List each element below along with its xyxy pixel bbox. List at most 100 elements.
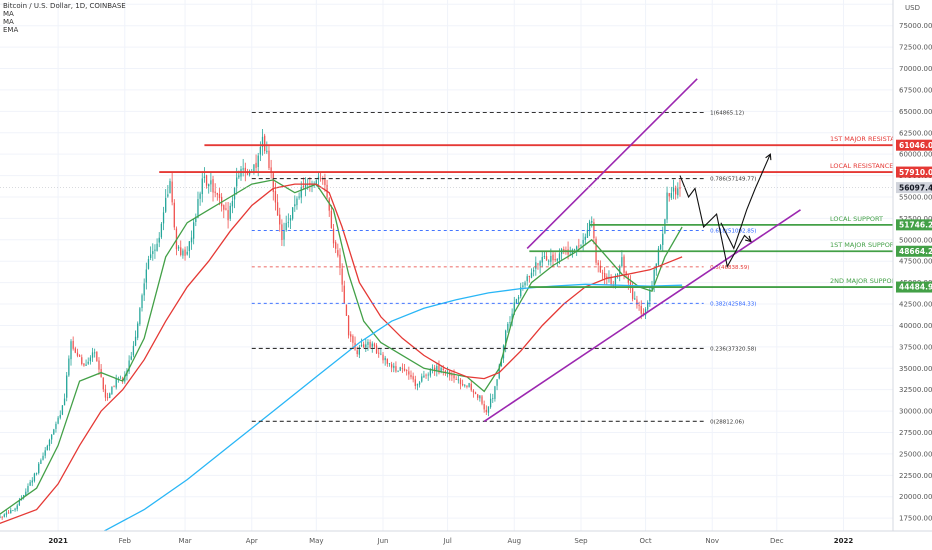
candle bbox=[526, 274, 528, 286]
candle-body bbox=[483, 404, 485, 410]
ma-line-1 bbox=[0, 179, 683, 515]
candle bbox=[55, 421, 57, 433]
indicator-ma-1[interactable]: MA bbox=[3, 10, 14, 18]
candle-body bbox=[188, 241, 191, 252]
candle-body bbox=[203, 176, 206, 179]
candle bbox=[668, 192, 670, 202]
candle-body bbox=[472, 390, 475, 393]
candle bbox=[78, 354, 81, 357]
price-tick-label: 65000.00 bbox=[899, 108, 932, 116]
candle-body bbox=[474, 392, 477, 394]
candle bbox=[223, 204, 225, 219]
candle-body bbox=[539, 261, 541, 266]
candle bbox=[530, 268, 533, 279]
symbol-title[interactable]: Bitcoin / U.S. Dollar, 1D, COINBASE bbox=[3, 2, 126, 10]
candle bbox=[285, 215, 287, 232]
candle-body bbox=[285, 223, 287, 231]
candle-body bbox=[322, 179, 324, 181]
candle bbox=[10, 507, 12, 514]
candle-body bbox=[358, 347, 360, 355]
channel-lower-line bbox=[483, 209, 801, 423]
fib-level-label: 0.382(42584.33) bbox=[710, 301, 756, 307]
candle bbox=[289, 214, 292, 229]
candle-body bbox=[264, 135, 266, 152]
candle-body bbox=[72, 340, 74, 349]
candle bbox=[360, 338, 363, 348]
candle bbox=[279, 207, 281, 232]
candle bbox=[563, 246, 565, 255]
candle-body bbox=[173, 202, 175, 228]
candle bbox=[597, 260, 599, 273]
candle-body bbox=[380, 353, 382, 355]
candle-body bbox=[298, 196, 300, 198]
candle bbox=[343, 280, 345, 304]
candle bbox=[406, 369, 408, 376]
candle-body bbox=[492, 398, 494, 399]
candle bbox=[647, 300, 649, 313]
candle-body bbox=[434, 367, 436, 372]
time-tick-label: Jul bbox=[442, 537, 452, 545]
candle-body bbox=[386, 358, 388, 364]
candle bbox=[143, 278, 145, 301]
price-axis[interactable]: 17500.00 20000.00 22500.00 25000.00 27500.00… bbox=[892, 0, 932, 550]
candle bbox=[464, 384, 466, 388]
current-price-tag-text: 56097.45 bbox=[899, 183, 932, 192]
candle-body bbox=[666, 192, 668, 220]
candle-body bbox=[489, 398, 492, 408]
candle-body bbox=[229, 205, 231, 219]
level-price-tag: 57910.07 bbox=[896, 166, 932, 178]
candle-body bbox=[356, 350, 358, 355]
candle bbox=[412, 372, 414, 383]
candle-body bbox=[50, 434, 53, 440]
candle-body bbox=[505, 330, 507, 346]
candles bbox=[0, 129, 681, 520]
candle-body bbox=[468, 383, 470, 387]
level-label: 1ST MAJOR SUPPORT bbox=[830, 241, 898, 249]
candle bbox=[410, 370, 412, 380]
candle-body bbox=[225, 208, 227, 210]
candle-body bbox=[347, 315, 350, 336]
candle bbox=[96, 351, 98, 362]
candle bbox=[139, 306, 141, 327]
candle bbox=[522, 282, 524, 291]
price-tick-label: 55000.00 bbox=[899, 193, 932, 201]
indicator-ma-2[interactable]: MA bbox=[3, 18, 14, 26]
candle-body bbox=[556, 258, 558, 261]
candle-body bbox=[184, 249, 186, 256]
candle-body bbox=[130, 356, 132, 360]
candle bbox=[638, 301, 640, 311]
candle-body bbox=[42, 455, 44, 460]
candle bbox=[169, 178, 171, 194]
candle bbox=[339, 248, 341, 276]
candle-body bbox=[169, 180, 171, 194]
level-price-tag: 44484.92 bbox=[896, 281, 932, 293]
candle-body bbox=[300, 187, 302, 198]
time-axis[interactable]: 2021 Feb Mar Apr May Jun Jul Aug Sep Oct Nov Dec 202… bbox=[0, 530, 932, 550]
candle bbox=[543, 250, 546, 260]
candle-body bbox=[167, 194, 169, 197]
candle-body bbox=[287, 221, 289, 223]
candle-body bbox=[644, 309, 647, 316]
candle bbox=[373, 342, 376, 349]
candle-body bbox=[98, 360, 100, 370]
candle bbox=[393, 362, 395, 373]
indicator-ema[interactable]: EMA bbox=[3, 26, 19, 34]
candle bbox=[156, 238, 158, 252]
candle-body bbox=[573, 248, 576, 250]
candle-body bbox=[38, 463, 40, 474]
candle bbox=[298, 192, 300, 200]
level-label: 2ND MAJOR SUPPORT bbox=[830, 277, 900, 285]
price-tick-label: 60000.00 bbox=[899, 151, 932, 159]
candle bbox=[483, 400, 485, 413]
candle bbox=[152, 243, 154, 261]
candle-body bbox=[332, 228, 335, 244]
candle bbox=[489, 393, 492, 409]
candle bbox=[425, 373, 427, 379]
candle-body bbox=[199, 193, 201, 199]
candle bbox=[50, 434, 53, 444]
price-tick-label: 22500.00 bbox=[899, 472, 932, 480]
candle bbox=[388, 363, 391, 367]
candle-body bbox=[177, 246, 180, 249]
candle bbox=[91, 347, 94, 362]
